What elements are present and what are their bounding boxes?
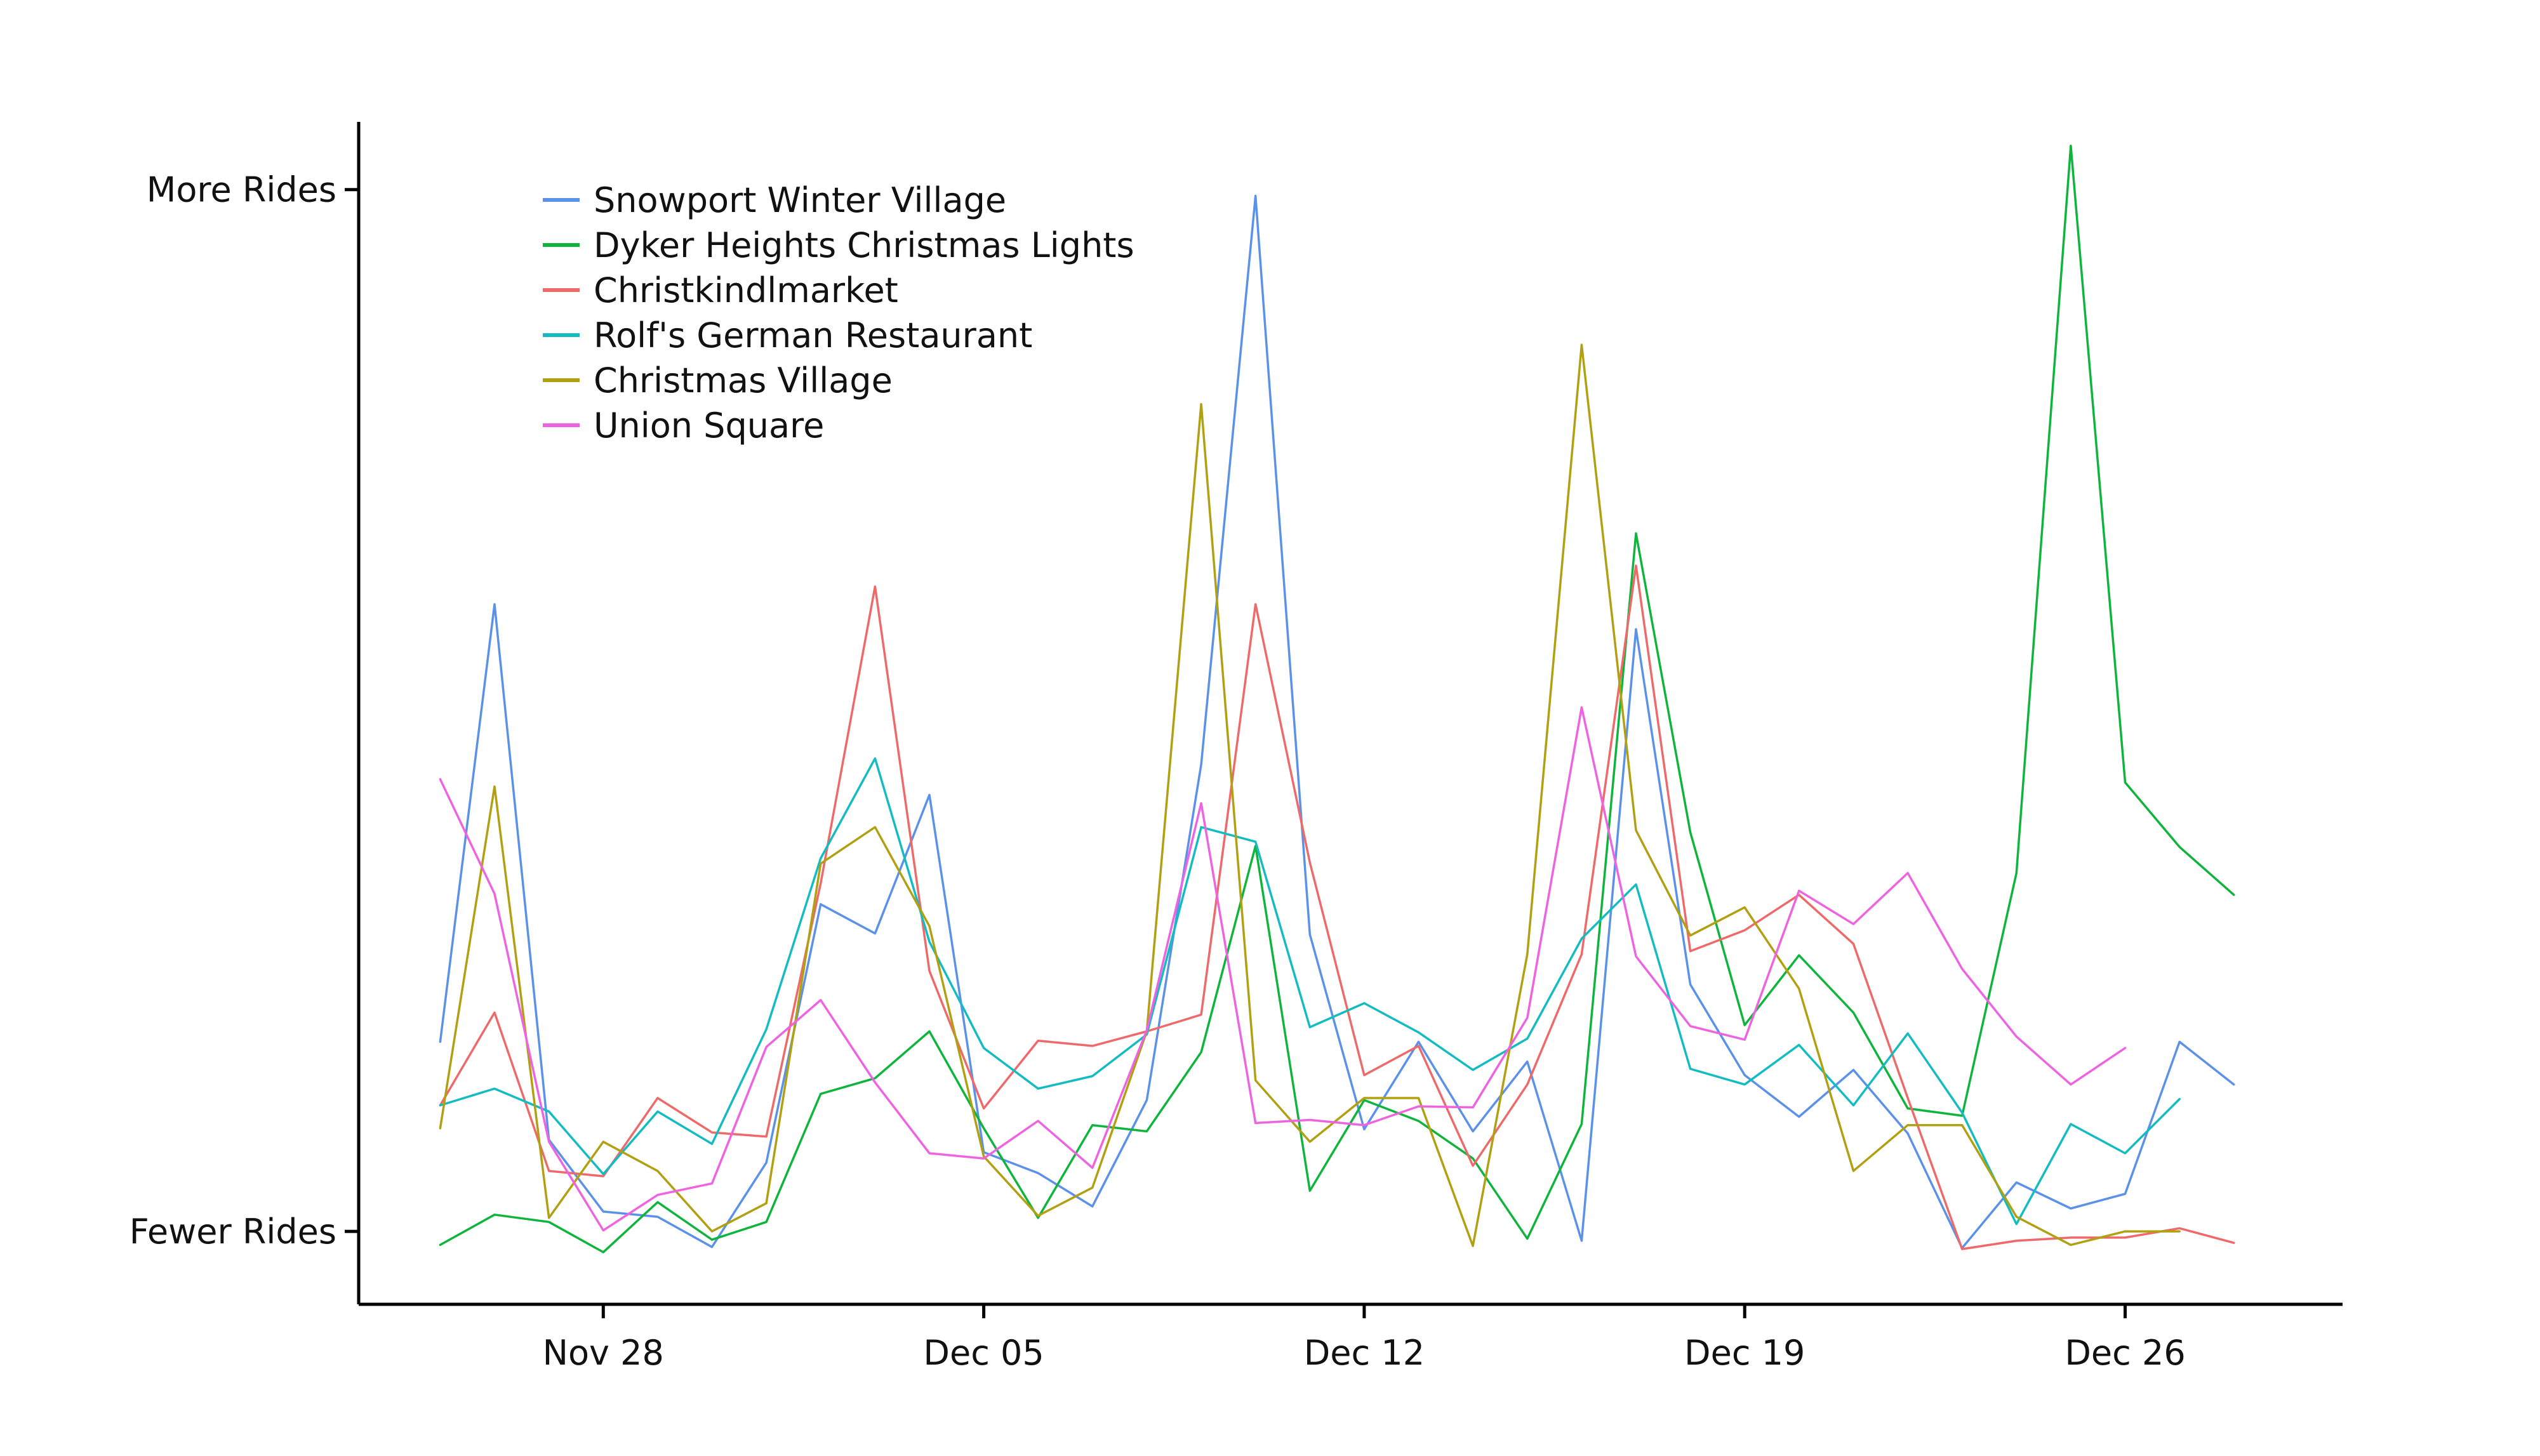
legend-label: Dyker Heights Christmas Lights [594,225,1134,265]
series-line-5 [439,343,2181,1247]
legend-label: Rolf's German Restaurant [594,315,1032,355]
series-line-4 [439,757,2181,1226]
x-tick-label: Dec 12 [1304,1333,1425,1373]
y-axis: Fewer Rides More Rides [130,122,361,1304]
legend-label: Union Square [594,406,824,446]
x-tick-label: Dec 05 [923,1333,1044,1373]
plot-area [439,145,2235,1254]
x-tick-label: Nov 28 [543,1333,664,1373]
y-tick-label: Fewer Rides [130,1212,336,1252]
series-line-3 [439,564,2235,1250]
y-tick-label: More Rides [147,170,336,210]
legend-label: Christkindlmarket [594,270,898,310]
series-line-6 [439,706,2127,1232]
legend-label: Christmas Village [594,361,893,400]
series-line-2 [439,145,2235,1254]
legend-label: Snowport Winter Village [594,180,1006,220]
x-tick-label: Dec 26 [2065,1333,2185,1373]
x-tick-label: Dec 19 [1684,1333,1805,1373]
legend: Snowport Winter Village Dyker Heights Chr… [543,180,1134,446]
x-axis: Nov 28 Dec 05 Dec 12 Dec 19 Dec 26 [359,1302,2343,1373]
series-line-1 [439,194,2235,1250]
